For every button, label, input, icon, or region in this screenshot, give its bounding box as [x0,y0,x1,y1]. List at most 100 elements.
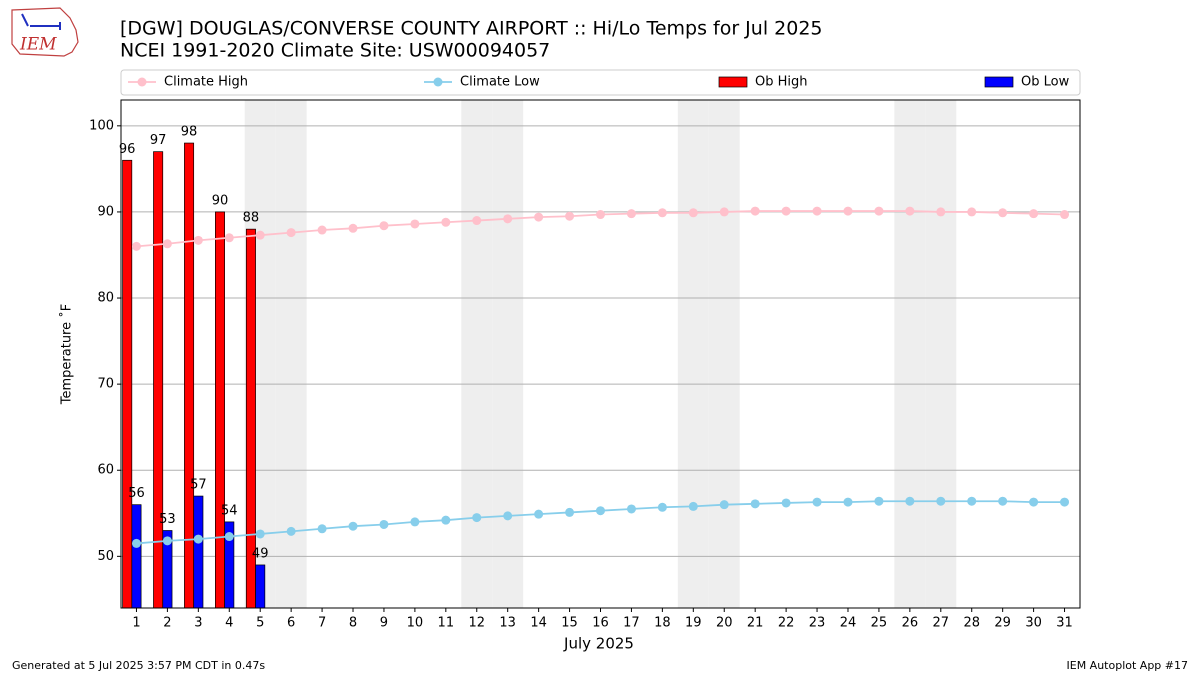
y-tick-label: 80 [97,291,114,306]
x-tick-label: 27 [933,616,950,631]
highlight-band [461,100,493,608]
x-tick-label: 19 [685,616,702,631]
x-tick-label: 25 [871,616,888,631]
bar-label: 49 [252,546,269,561]
line-marker [843,497,853,507]
x-tick-label: 15 [561,616,578,631]
line-marker [781,206,791,216]
line-marker [503,214,513,224]
highlight-band [925,100,957,608]
bar-label: 90 [212,193,229,208]
line-marker [565,507,575,517]
legend-label: Ob Low [1021,75,1070,90]
line-marker [967,496,977,506]
line-marker [936,207,946,217]
line-marker [1029,209,1039,219]
line-marker [379,519,389,529]
x-tick-label: 24 [840,616,857,631]
line-marker [162,239,172,249]
y-tick-label: 90 [97,204,114,219]
x-tick-label: 22 [778,616,795,631]
line-marker [131,538,141,548]
x-tick-label: 13 [499,616,516,631]
y-tick-label: 50 [97,549,114,564]
bar-label: 98 [181,125,198,140]
line-marker [534,509,544,519]
line-marker [843,206,853,216]
line-marker [224,233,234,243]
x-tick-label: 8 [349,616,357,631]
line-marker [657,502,667,512]
highlight-band [677,100,709,608]
line-marker [410,517,420,527]
line-marker [874,496,884,506]
x-tick-label: 9 [380,616,388,631]
line-marker [317,225,327,235]
x-tick-label: 20 [716,616,733,631]
x-tick-label: 14 [530,616,547,631]
legend-label: Ob High [755,75,808,90]
bar [153,151,164,609]
line-marker [1029,497,1039,507]
line-marker [936,496,946,506]
highlight-band [894,100,926,608]
line-marker [874,206,884,216]
x-tick-label: 21 [747,616,764,631]
x-tick-label: 4 [225,616,233,631]
legend-swatch-marker [433,77,443,87]
bar-label: 88 [243,211,260,226]
line-marker [626,209,636,219]
logo-outline [11,7,79,57]
bar [255,564,266,609]
legend-box [120,69,1081,96]
bar-label: 96 [119,142,136,157]
chart-title: [DGW] DOUGLAS/CONVERSE COUNTY AIRPORT ::… [120,18,823,40]
y-tick-label: 60 [97,463,114,478]
line-marker [812,206,822,216]
highlight-band [492,100,524,608]
line-marker [565,211,575,221]
line-marker [812,497,822,507]
x-axis-label: July 2025 [563,635,634,653]
bar-label: 57 [190,478,207,493]
line-marker [998,208,1008,218]
line-marker [719,207,729,217]
line-marker [1060,497,1070,507]
line-marker [750,206,760,216]
legend-swatch-marker [137,77,147,87]
bar-label: 56 [128,486,145,501]
line-marker [193,235,203,245]
line-marker [255,529,265,539]
x-tick-label: 7 [318,616,326,631]
line-marker [905,496,915,506]
x-tick-label: 2 [163,616,171,631]
x-tick-label: 11 [438,616,455,631]
bar [184,142,195,609]
x-tick-label: 30 [1025,616,1042,631]
line-marker [503,511,513,521]
x-tick-label: 12 [468,616,485,631]
x-tick-label: 16 [592,616,609,631]
bar [193,495,204,609]
bar-label: 97 [150,133,167,148]
legend-label: Climate High [164,75,248,90]
bar-label: 53 [159,512,176,527]
y-axis-label: Temperature ˚F [59,304,75,405]
logo-icon [21,13,61,30]
x-tick-label: 17 [623,616,640,631]
line-marker [348,521,358,531]
x-tick-label: 3 [194,616,202,631]
plot-frame [120,99,1081,609]
line-marker [317,524,327,534]
x-tick-label: 28 [963,616,980,631]
highlight-band [275,100,307,608]
x-tick-label: 5 [256,616,264,631]
line-marker [472,513,482,523]
y-tick-label: 100 [89,118,114,133]
line-marker [596,506,605,516]
line-marker [131,241,141,251]
line-marker [286,228,296,238]
line-marker [998,496,1008,506]
x-tick-label: 1 [132,616,140,631]
